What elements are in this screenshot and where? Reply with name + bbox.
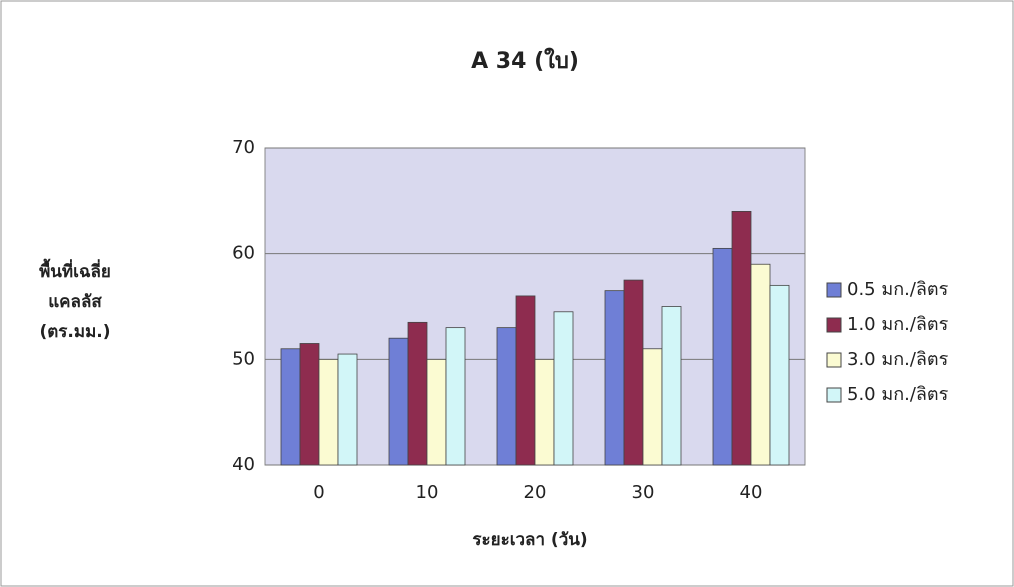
chart-title: A 34 (ใบ) <box>471 47 579 74</box>
bar <box>604 290 625 466</box>
bar <box>388 337 409 466</box>
bar <box>769 284 790 466</box>
x-tick-label: 10 <box>416 482 439 503</box>
legend-label: 0.5 มก./ลิตร <box>847 279 949 300</box>
y-tick-label: 40 <box>232 454 255 475</box>
bar <box>534 358 555 466</box>
x-axis-title: ระยะเวลา (วัน) <box>472 530 587 550</box>
bar <box>445 327 466 466</box>
bar <box>731 210 752 466</box>
x-tick-label: 40 <box>740 482 763 503</box>
x-tick-label: 30 <box>632 482 655 503</box>
legend-swatch <box>826 352 842 368</box>
y-tick-label: 60 <box>232 243 255 264</box>
bar <box>642 348 663 466</box>
bar <box>280 348 301 466</box>
bar <box>515 295 536 466</box>
bar <box>623 279 644 466</box>
bar <box>553 311 574 466</box>
legend-label: 1.0 มก./ลิตร <box>847 314 949 335</box>
bar <box>426 358 447 466</box>
bar <box>661 306 682 466</box>
legend-label: 5.0 มก./ลิตร <box>847 384 949 405</box>
bar <box>750 263 771 466</box>
y-tick-label: 70 <box>232 137 255 158</box>
bar <box>299 343 320 466</box>
bar <box>496 327 517 466</box>
legend-label: 3.0 มก./ลิตร <box>847 349 949 370</box>
y-axis-title: (ตร.มม.) <box>39 322 110 342</box>
bar <box>712 247 733 466</box>
legend-swatch <box>826 282 842 298</box>
legend-swatch <box>826 317 842 333</box>
y-tick-label: 50 <box>232 348 255 369</box>
bar <box>318 358 339 466</box>
y-axis-title: แคลลัส <box>48 292 102 312</box>
x-tick-label: 0 <box>313 482 324 503</box>
y-axis-title: พื้นที่เฉลี่ย <box>39 258 111 282</box>
legend-swatch <box>826 387 842 403</box>
x-tick-label: 20 <box>524 482 547 503</box>
bar <box>337 353 358 466</box>
bar <box>407 321 428 466</box>
